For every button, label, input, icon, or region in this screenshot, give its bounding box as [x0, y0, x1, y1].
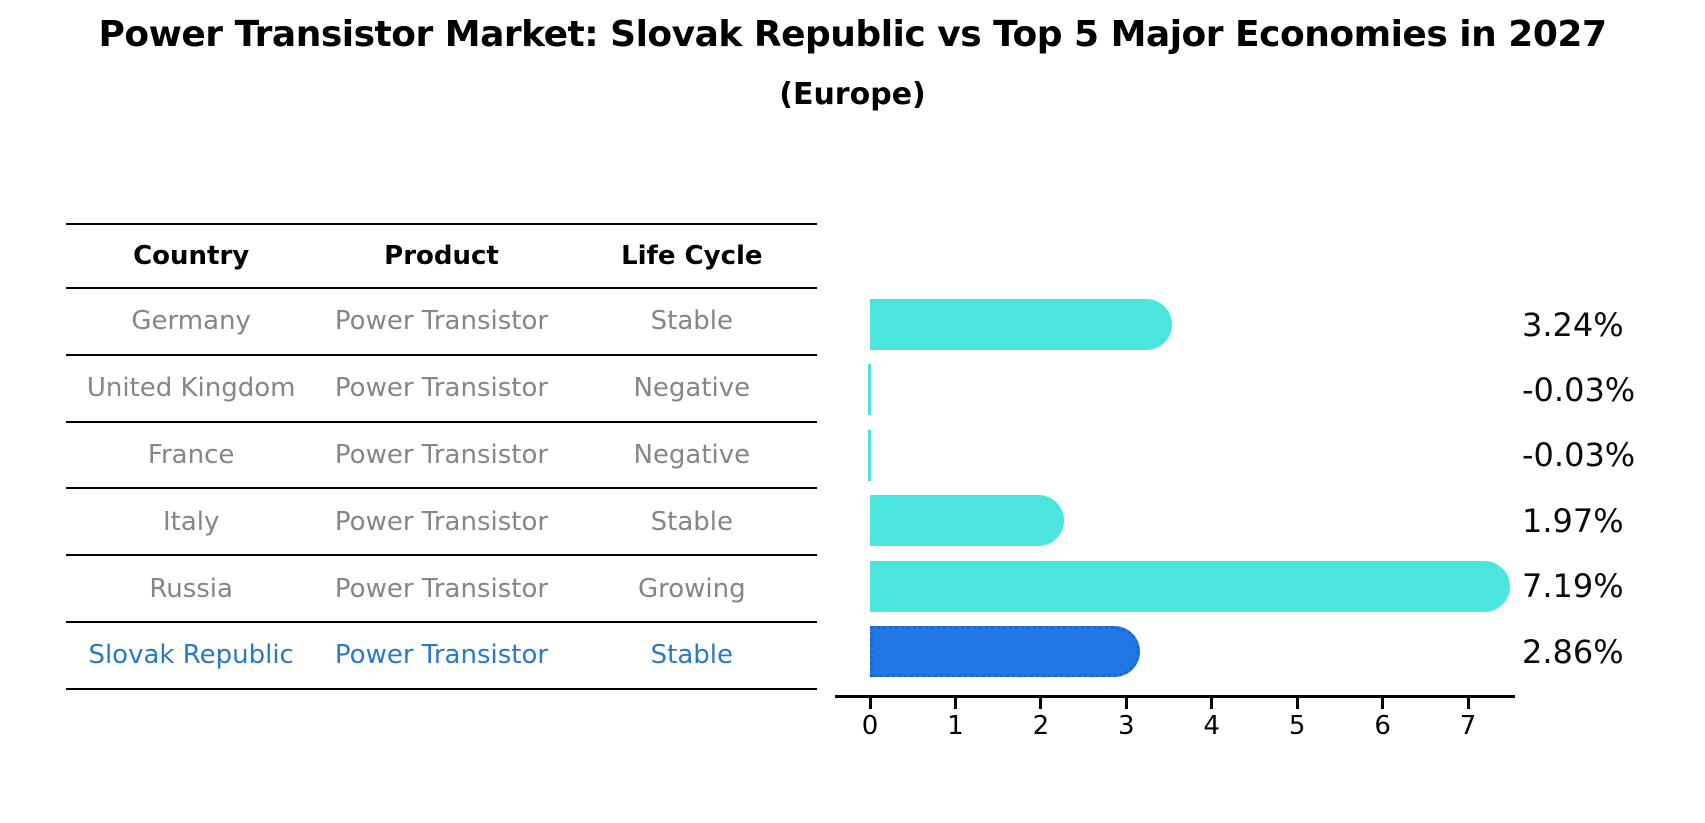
cell-life-cycle: Growing: [637, 573, 746, 604]
table-row: Slovak Republic Power Transistor Stable: [66, 623, 817, 690]
cell-country: Germany: [131, 306, 251, 337]
cell-life-cycle: Stable: [650, 306, 733, 337]
table-row: Italy Power Transistor Stable: [66, 489, 817, 557]
cell-country: Italy: [162, 506, 220, 537]
bar-russia: [870, 560, 1510, 612]
bar-germany: [870, 299, 1173, 350]
x-axis-tick-label: 6: [1374, 711, 1391, 741]
bar-value-label: -0.03%: [1522, 370, 1636, 409]
x-axis-tick: [1295, 695, 1299, 709]
x-axis-tick-label: 7: [1459, 711, 1477, 741]
bar-italy: [870, 495, 1064, 547]
x-axis-tick: [1124, 695, 1128, 709]
bar-value-label: 1.97%: [1522, 501, 1624, 540]
cell-life-cycle: Stable: [650, 506, 733, 537]
x-axis-tick: [1039, 695, 1043, 709]
table-row: United Kingdom Power Transistor Negative: [66, 356, 817, 423]
cell-product: Power Transistor: [334, 373, 549, 404]
cell-product: Power Transistor: [334, 439, 549, 470]
x-axis-tick: [1466, 695, 1470, 709]
cell-country: United Kingdom: [86, 373, 296, 404]
country-table: Country Product Life Cycle Germany Power…: [66, 223, 817, 690]
bar-united-kingdom: [868, 364, 871, 416]
x-axis-tick: [868, 695, 872, 709]
cell-country: Slovak Republic: [88, 640, 294, 671]
cell-product: Power Transistor: [334, 640, 549, 671]
table-row: France Power Transistor Negative: [66, 423, 817, 490]
x-axis-tick-label: 5: [1288, 711, 1306, 741]
cell-life-cycle: Stable: [650, 640, 733, 671]
x-axis-tick-label: 1: [947, 711, 964, 741]
cell-life-cycle: Negative: [633, 439, 751, 470]
table-header-row: Country Product Life Cycle: [66, 223, 817, 289]
x-axis-tick-label: 3: [1118, 711, 1135, 741]
chart-subtitle: (Europe): [779, 77, 926, 112]
cell-life-cycle: Negative: [633, 373, 751, 404]
chart-title: Power Transistor Market: Slovak Republic…: [98, 14, 1607, 55]
x-axis-tick-label: 4: [1203, 711, 1220, 741]
bar-value-label: 3.24%: [1522, 305, 1624, 344]
x-axis-tick: [1210, 695, 1214, 709]
bar-value-label: 7.19%: [1522, 567, 1624, 606]
table-row: Russia Power Transistor Growing: [66, 556, 817, 623]
bar-value-label: -0.03%: [1522, 436, 1636, 475]
cell-product: Power Transistor: [334, 506, 549, 537]
bar-value-label: 2.86%: [1522, 632, 1624, 671]
cell-country: Russia: [149, 573, 233, 604]
bar-slovak-republic: [870, 626, 1140, 677]
cell-product: Power Transistor: [334, 573, 549, 604]
x-axis-tick: [953, 695, 957, 709]
col-header-life-cycle: Life Cycle: [621, 241, 763, 271]
x-axis-tick-label: 0: [861, 711, 879, 741]
cell-product: Power Transistor: [334, 306, 549, 337]
bar-france: [868, 429, 871, 481]
table-row: Germany Power Transistor Stable: [66, 289, 817, 356]
x-axis-tick: [1381, 695, 1385, 709]
cell-country: France: [147, 439, 235, 470]
x-axis-tick-label: 2: [1032, 711, 1050, 741]
col-header-product: Product: [384, 241, 499, 271]
col-header-country: Country: [133, 241, 250, 271]
x-axis: [835, 695, 1515, 698]
